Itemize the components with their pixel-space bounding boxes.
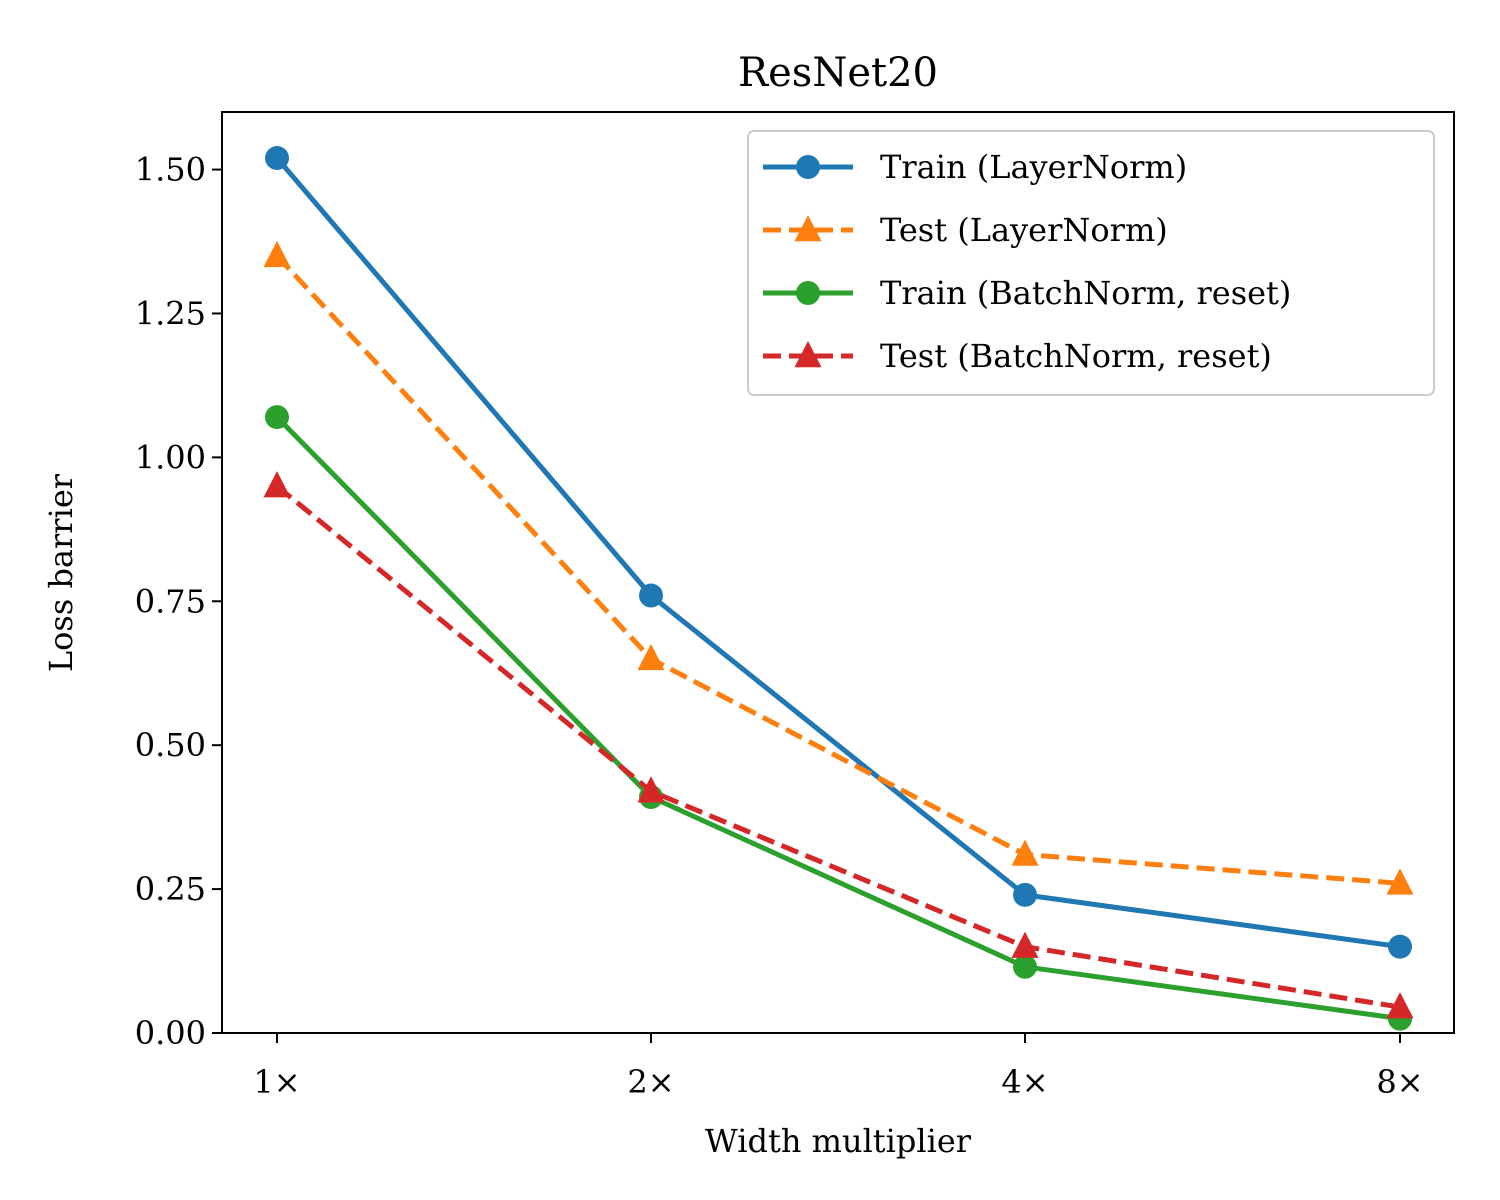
data-point — [1011, 839, 1039, 866]
x-tick-label: 1× — [253, 1063, 300, 1101]
series-line — [275, 484, 1401, 1010]
legend-marker — [796, 155, 820, 179]
data-point — [1388, 934, 1412, 959]
plot-area — [221, 111, 1455, 1034]
x-tick-label: 2× — [627, 1063, 674, 1101]
data-point — [265, 405, 289, 430]
data-point — [1386, 992, 1414, 1019]
legend-item: Train (LayerNorm) — [763, 148, 1187, 186]
series-line — [275, 415, 1401, 1022]
legend-frame — [747, 130, 1435, 396]
legend-label: Test (BatchNorm, reset) — [880, 337, 1272, 375]
series-1 — [265, 146, 1412, 959]
series-4 — [263, 471, 1414, 1019]
legend-label: Train (BatchNorm, reset) — [880, 274, 1291, 312]
legend-item: Train (BatchNorm, reset) — [763, 274, 1291, 312]
y-tick-label: 0.75 — [135, 582, 206, 620]
x-axis: 1× 2× 4× 8× — [253, 1033, 1424, 1101]
legend-label: Train (LayerNorm) — [880, 148, 1187, 186]
y-tick-label: 0.25 — [135, 870, 206, 908]
data-point — [1013, 882, 1037, 907]
data-point — [263, 471, 291, 498]
y-tick-label: 1.00 — [135, 438, 206, 476]
y-axis: 0.00 0.25 0.50 0.75 1.00 1.25 1.50 — [135, 151, 222, 1052]
data-point — [1011, 931, 1039, 958]
data-point — [1386, 868, 1414, 895]
legend: Train (LayerNorm) Test (LayerNorm) Train (… — [747, 130, 1435, 396]
series-2 — [263, 240, 1414, 895]
x-axis-label: Width multiplier — [705, 1122, 972, 1160]
y-tick-label: 1.25 — [135, 294, 206, 332]
data-point — [265, 146, 289, 171]
series-line — [275, 254, 1401, 886]
data-point — [637, 643, 665, 671]
y-axis-label: Loss barrier — [42, 473, 80, 672]
y-tick-label: 0.00 — [135, 1014, 206, 1052]
chart-title: ResNet20 — [738, 50, 938, 96]
legend-item: Test (LayerNorm) — [763, 211, 1168, 249]
y-tick-label: 1.50 — [135, 151, 206, 189]
series-layer — [263, 146, 1414, 1031]
series-line — [275, 156, 1401, 950]
legend-marker — [794, 341, 822, 368]
legend-marker — [796, 281, 820, 305]
x-tick-label: 8× — [1376, 1063, 1423, 1101]
series-3 — [265, 405, 1412, 1031]
data-point — [639, 583, 663, 608]
legend-label: Test (LayerNorm) — [880, 211, 1168, 249]
legend-marker — [794, 215, 822, 242]
data-point — [263, 240, 291, 268]
y-tick-label: 0.50 — [135, 726, 206, 764]
data-point — [1013, 954, 1037, 979]
data-point — [637, 776, 665, 803]
x-tick-label: 4× — [1001, 1063, 1048, 1101]
legend-item: Test (BatchNorm, reset) — [763, 337, 1272, 375]
plot-frame — [221, 111, 1455, 1034]
